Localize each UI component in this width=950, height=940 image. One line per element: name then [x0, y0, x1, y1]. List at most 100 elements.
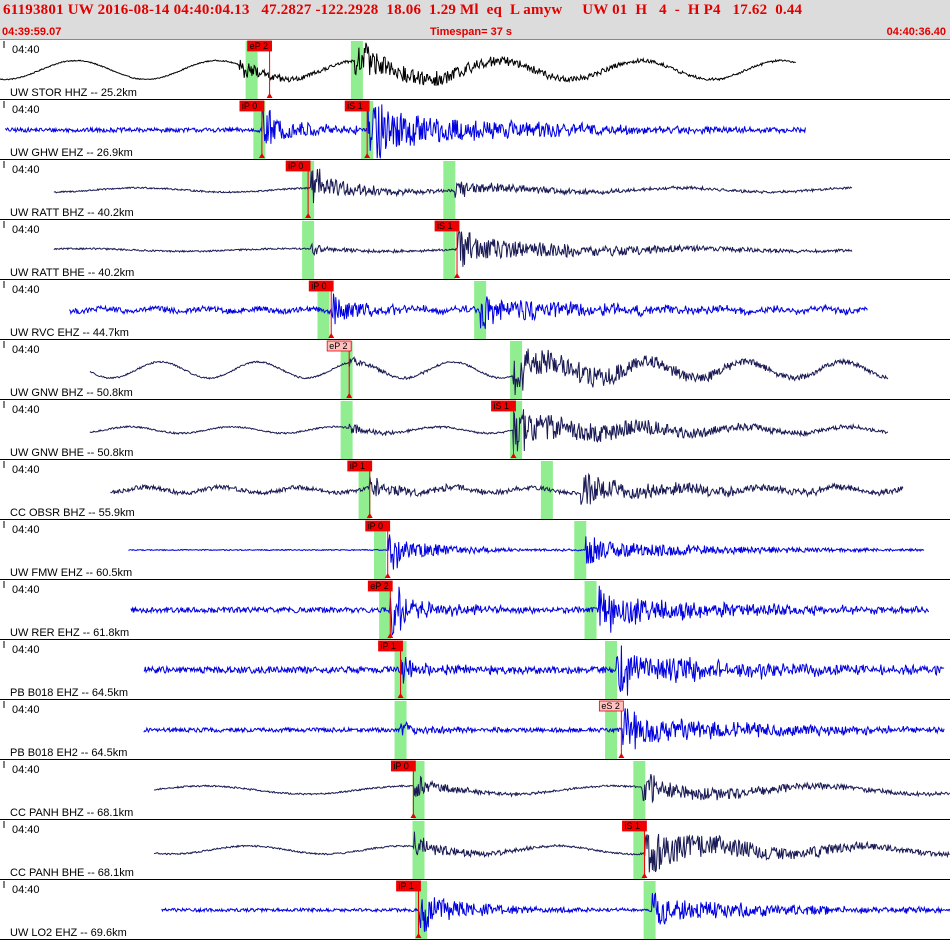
channel-label: UW FMW EHZ -- 60.5km	[10, 567, 132, 579]
waveform-trace[interactable]	[0, 42, 796, 86]
pick-marker	[364, 153, 371, 158]
trace-row[interactable]: iP 0 04:40 UW RVC EHZ -- 44.7km	[0, 280, 950, 340]
pick-label: iP 0	[288, 161, 303, 171]
tick-label: 04:40	[12, 584, 40, 596]
trace-row[interactable]: iP 0 04:40 UW FMW EHZ -- 60.5km	[0, 520, 950, 580]
trace-row[interactable]: eP 2 04:40 UW RER EHZ -- 61.8km	[0, 580, 950, 640]
pick-box[interactable]	[344, 100, 370, 112]
pick-marker	[346, 393, 353, 398]
traces-svg[interactable]: eP 2 04:40 UW STOR HHZ -- 25.2km iP 0 iS 1 04…	[0, 40, 950, 940]
waveform-trace[interactable]	[128, 534, 925, 570]
trace-row[interactable]: eP 2 04:40 UW STOR HHZ -- 25.2km	[0, 40, 950, 100]
pick-box[interactable]	[396, 880, 421, 892]
tick-label: 04:40	[12, 164, 40, 176]
trace-row[interactable]: iS 1 04:40 UW GNW BHE -- 50.8km	[0, 400, 950, 460]
end-time-label: 04:40:36.40	[886, 26, 946, 38]
waveform-trace[interactable]	[153, 774, 950, 804]
pick-label: iS 1	[347, 101, 363, 111]
pick-marker	[454, 273, 461, 278]
channel-label: CC PANH BHE -- 68.1km	[10, 867, 134, 879]
tick-label: 04:40	[12, 764, 40, 776]
trace-row[interactable]: eS 2 04:40 PB B018 EH2 -- 64.5km	[0, 700, 950, 760]
tick-label: 04:40	[12, 464, 40, 476]
waveform-trace[interactable]	[53, 168, 853, 204]
trace-row[interactable]: iS 1 04:40 UW RATT BHE -- 40.2km	[0, 220, 950, 280]
channel-label: UW RER EHZ -- 61.8km	[10, 627, 129, 639]
channel-label: UW LO2 EHZ -- 69.6km	[10, 927, 127, 939]
pick-box[interactable]	[390, 760, 416, 772]
tick-label: 04:40	[12, 884, 40, 896]
tick-label: 04:40	[12, 344, 40, 356]
pick-label: eP 2	[370, 581, 388, 591]
pick-marker	[328, 333, 335, 338]
waveform-trace[interactable]	[110, 472, 904, 505]
pick-marker	[366, 513, 373, 518]
channel-label: UW GHW EHZ -- 26.9km	[10, 147, 133, 159]
waveform-trace[interactable]	[161, 892, 950, 932]
pick-box[interactable]	[365, 520, 391, 532]
trace-row[interactable]: iP 0 iS 1 04:40 UW GHW EHZ -- 26.9km	[0, 100, 950, 160]
pick-box[interactable]	[308, 280, 334, 292]
trace-panel[interactable]: eP 2 04:40 UW STOR HHZ -- 25.2km iP 0 iS 1 04…	[0, 40, 950, 940]
waveform-trace[interactable]	[130, 585, 929, 636]
tick-label: 04:40	[12, 644, 40, 656]
pick-marker	[258, 153, 265, 158]
pick-marker	[410, 813, 417, 818]
pick-label: iP 1	[350, 461, 365, 471]
channel-label: UW RVC EHZ -- 44.7km	[10, 327, 129, 339]
predicted-p-band	[340, 401, 353, 459]
pick-box[interactable]	[239, 100, 265, 112]
predicted-p-band	[394, 701, 407, 759]
waveform-trace[interactable]	[89, 409, 889, 452]
event-title: 61193801 UW 2016-08-14 04:40:04.13 47.28…	[3, 2, 803, 18]
pick-marker	[266, 93, 273, 98]
pick-box[interactable]	[598, 700, 624, 712]
trace-row[interactable]: iP 1 04:40 PB B018 EHZ -- 64.5km	[0, 640, 950, 700]
pick-box[interactable]	[491, 400, 516, 412]
waveform-trace[interactable]	[89, 348, 889, 396]
trace-row[interactable]: iP 1 04:40 CC OBSR BHZ -- 55.9km	[0, 460, 950, 520]
tick-label: 04:40	[12, 524, 40, 536]
waveform-trace[interactable]	[53, 229, 853, 267]
tick-label: 04:40	[12, 224, 40, 236]
pick-label: iS 1	[494, 401, 510, 411]
pick-box[interactable]	[285, 160, 311, 172]
pick-marker	[415, 933, 422, 938]
trace-row[interactable]: iP 1 04:40 UW LO2 EHZ -- 69.6km	[0, 880, 950, 940]
waveform-trace[interactable]	[143, 708, 945, 750]
channel-label: PB B018 EH2 -- 64.5km	[10, 747, 127, 759]
pick-box[interactable]	[378, 640, 403, 652]
channel-label: UW STOR HHZ -- 25.2km	[10, 87, 137, 99]
tick-label: 04:40	[12, 404, 40, 416]
pick-box[interactable]	[367, 580, 393, 592]
event-header: 61193801 UW 2016-08-14 04:40:04.13 47.28…	[0, 0, 950, 40]
pick-label: iP 0	[242, 101, 257, 111]
pick-label: iP 1	[381, 641, 396, 651]
pick-box[interactable]	[326, 340, 352, 352]
waveform-trace[interactable]	[154, 831, 950, 873]
channel-label: UW GNW BHE -- 50.8km	[10, 447, 133, 459]
pick-label: eP 2	[250, 41, 268, 51]
trace-row[interactable]: eP 2 04:40 UW GNW BHZ -- 50.8km	[0, 340, 950, 400]
trace-row[interactable]: iS 1 04:40 CC PANH BHE -- 68.1km	[0, 820, 950, 880]
pick-marker	[305, 213, 312, 218]
pick-marker	[397, 693, 404, 698]
waveform-trace[interactable]	[143, 645, 945, 696]
pick-box[interactable]	[247, 40, 272, 52]
pick-box[interactable]	[347, 460, 373, 472]
waveform-trace[interactable]	[4, 101, 806, 159]
channel-label: PB B018 EHZ -- 64.5km	[10, 687, 128, 699]
tick-label: 04:40	[12, 824, 40, 836]
predicted-s-band	[584, 581, 597, 639]
trace-row[interactable]: iP 0 04:40 UW RATT BHZ -- 40.2km	[0, 160, 950, 220]
trace-row[interactable]: iP 0 04:40 CC PANH BHZ -- 68.1km	[0, 760, 950, 820]
channel-label: CC OBSR BHZ -- 55.9km	[10, 507, 135, 519]
pick-label: iS 1	[624, 821, 640, 831]
pick-box[interactable]	[434, 220, 460, 232]
pick-box[interactable]	[622, 820, 647, 832]
waveform-trace[interactable]	[68, 293, 868, 329]
predicted-s-band	[540, 461, 553, 519]
channel-label: CC PANH BHZ -- 68.1km	[10, 807, 133, 819]
tick-label: 04:40	[12, 44, 40, 56]
